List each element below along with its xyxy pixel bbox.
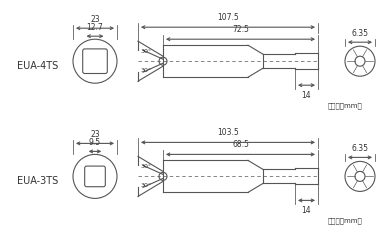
Text: 68.5: 68.5 xyxy=(232,140,249,149)
Text: 72.5: 72.5 xyxy=(232,25,249,34)
Text: 【単位：mm】: 【単位：mm】 xyxy=(328,102,363,109)
Text: 30°: 30° xyxy=(141,164,152,169)
Text: 107.5: 107.5 xyxy=(217,13,239,22)
Text: 6.35: 6.35 xyxy=(351,144,369,153)
Text: 23: 23 xyxy=(90,130,100,139)
Text: 9.5: 9.5 xyxy=(89,138,101,147)
Text: 103.5: 103.5 xyxy=(217,128,239,137)
Text: 12.7: 12.7 xyxy=(87,23,103,32)
Text: 23: 23 xyxy=(90,15,100,24)
Text: EUA-3TS: EUA-3TS xyxy=(18,176,58,186)
Text: 【単位：mm】: 【単位：mm】 xyxy=(328,217,363,224)
Text: 14: 14 xyxy=(302,206,311,216)
Text: 30°: 30° xyxy=(141,183,152,188)
Text: 30°: 30° xyxy=(141,68,152,73)
Text: 6.35: 6.35 xyxy=(351,29,369,38)
Text: 30°: 30° xyxy=(141,49,152,54)
Text: EUA-4TS: EUA-4TS xyxy=(18,61,58,71)
Text: 14: 14 xyxy=(302,91,311,100)
